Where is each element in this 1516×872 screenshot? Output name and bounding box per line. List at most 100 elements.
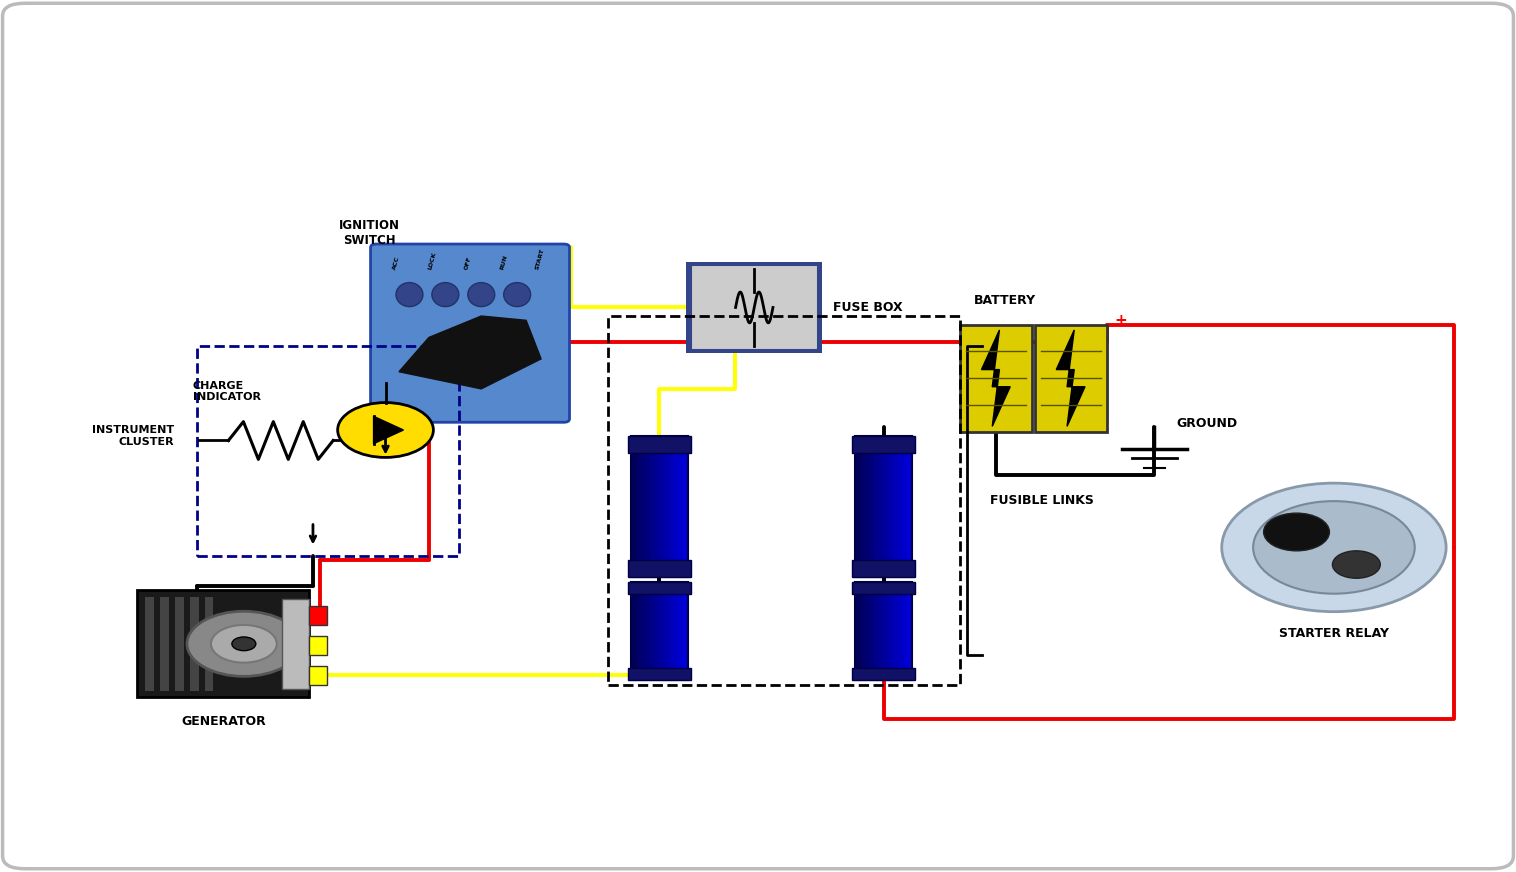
Bar	[646, 582, 650, 680]
Bar	[159, 597, 168, 691]
Bar	[631, 582, 688, 680]
Ellipse shape	[432, 283, 459, 307]
Bar	[860, 436, 864, 577]
Bar	[608, 316, 960, 685]
Bar	[870, 436, 875, 577]
Bar	[628, 669, 691, 680]
Text: FUSIBLE LINKS: FUSIBLE LINKS	[990, 494, 1093, 507]
Bar	[309, 665, 327, 685]
Bar	[691, 264, 817, 351]
Bar	[197, 346, 459, 556]
Text: CHARGE
INDICATOR: CHARGE INDICATOR	[193, 381, 261, 402]
Bar	[884, 436, 888, 577]
Circle shape	[1333, 551, 1380, 578]
Text: +: +	[1114, 313, 1126, 328]
Bar	[897, 582, 902, 680]
Bar	[673, 582, 678, 680]
Bar	[893, 436, 897, 577]
Ellipse shape	[503, 283, 531, 307]
Text: LOCK: LOCK	[428, 251, 437, 270]
Bar	[678, 582, 682, 680]
Ellipse shape	[468, 283, 494, 307]
Bar	[659, 436, 664, 577]
Bar	[855, 582, 913, 680]
Bar	[682, 582, 688, 680]
Bar	[655, 582, 659, 680]
Bar	[136, 590, 309, 698]
Bar	[664, 582, 669, 680]
Polygon shape	[1057, 330, 1085, 426]
FancyBboxPatch shape	[370, 244, 570, 422]
Circle shape	[1222, 483, 1446, 611]
Bar	[860, 582, 864, 680]
Bar	[855, 582, 860, 680]
Text: GENERATOR: GENERATOR	[182, 714, 267, 727]
Bar	[282, 599, 309, 689]
Bar	[897, 436, 902, 577]
Bar	[669, 436, 673, 577]
Polygon shape	[399, 316, 541, 389]
Bar	[852, 436, 916, 453]
Bar	[902, 582, 908, 680]
Bar	[884, 582, 888, 680]
Ellipse shape	[396, 283, 423, 307]
Circle shape	[232, 637, 256, 651]
Text: START: START	[534, 249, 544, 270]
Bar	[855, 436, 913, 577]
Bar	[659, 582, 664, 680]
Text: IGNITION
SWITCH: IGNITION SWITCH	[338, 220, 400, 248]
Text: ACC: ACC	[391, 255, 400, 270]
Polygon shape	[373, 416, 403, 444]
Bar	[852, 582, 916, 594]
Bar	[309, 606, 327, 624]
Bar	[635, 436, 640, 577]
Text: BATTERY: BATTERY	[973, 295, 1035, 308]
Text: OFF: OFF	[464, 256, 471, 270]
Bar	[870, 582, 875, 680]
Text: INSTRUMENT
CLUSTER: INSTRUMENT CLUSTER	[92, 426, 174, 446]
Bar	[628, 561, 691, 577]
Bar	[687, 262, 822, 353]
Text: GROUND: GROUND	[1176, 417, 1239, 430]
Bar	[879, 582, 884, 680]
Bar	[855, 436, 860, 577]
Bar	[205, 597, 214, 691]
Bar	[908, 582, 913, 680]
Circle shape	[1264, 513, 1330, 551]
Bar	[628, 436, 691, 453]
Bar	[655, 436, 659, 577]
Bar	[650, 582, 655, 680]
Bar	[650, 436, 655, 577]
Bar	[682, 436, 688, 577]
Bar	[640, 436, 646, 577]
Bar	[902, 436, 908, 577]
Bar	[631, 582, 635, 680]
Bar	[864, 582, 870, 680]
Bar	[635, 582, 640, 680]
Bar	[144, 597, 153, 691]
Bar	[631, 436, 688, 577]
Bar	[875, 582, 879, 680]
Bar	[174, 597, 183, 691]
Bar	[893, 582, 897, 680]
Bar	[628, 582, 691, 594]
Bar	[960, 324, 1032, 432]
Bar	[640, 582, 646, 680]
Bar	[908, 436, 913, 577]
Text: STARTER RELAY: STARTER RELAY	[1280, 627, 1389, 640]
Circle shape	[1254, 501, 1414, 594]
Bar	[852, 561, 916, 577]
Circle shape	[338, 403, 434, 458]
Bar	[864, 436, 870, 577]
Bar	[879, 436, 884, 577]
Circle shape	[186, 611, 300, 677]
Bar	[190, 597, 199, 691]
Bar	[669, 582, 673, 680]
Polygon shape	[981, 330, 1010, 426]
Bar	[664, 436, 669, 577]
Bar	[673, 436, 678, 577]
Bar	[678, 436, 682, 577]
Text: RUN: RUN	[499, 255, 508, 270]
Bar	[852, 669, 916, 680]
Circle shape	[211, 625, 277, 663]
